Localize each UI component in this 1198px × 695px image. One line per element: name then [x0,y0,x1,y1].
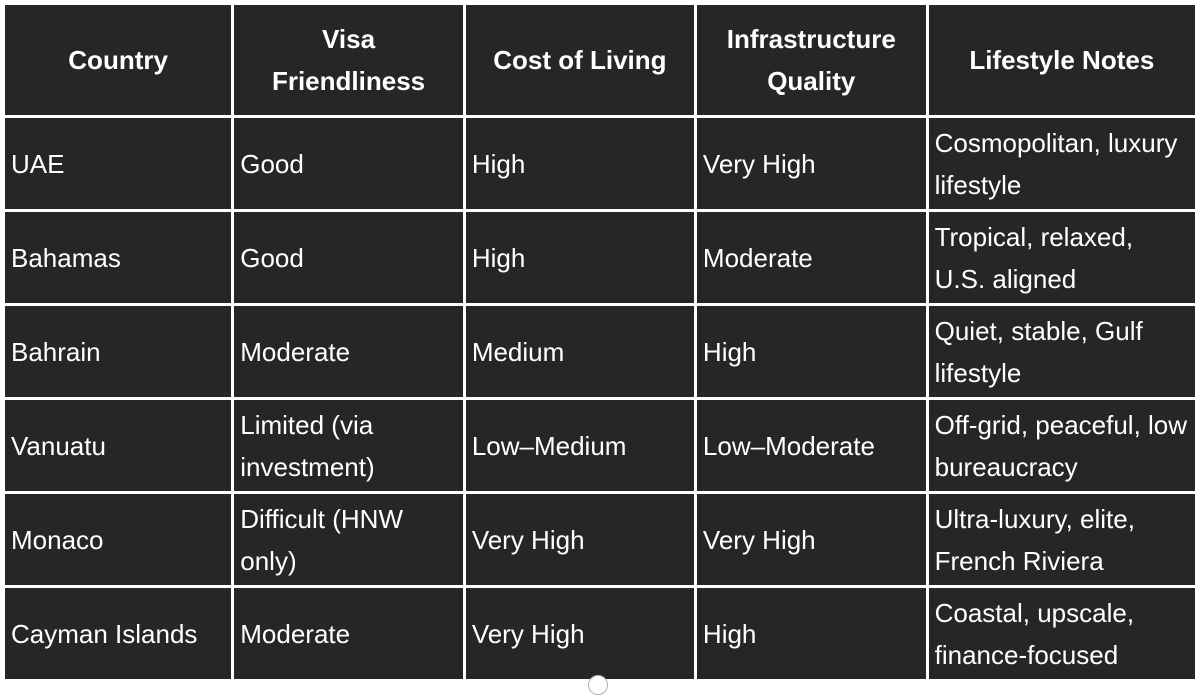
cell-cost-of-living: Low–Medium [465,400,694,491]
cell-visa-friendliness: Limited (via investment) [234,400,463,491]
cell-country: Bahrain [5,306,232,397]
cell-infrastructure-quality: Very High [696,118,926,209]
cell-infrastructure-quality: Moderate [696,212,926,303]
cell-lifestyle-notes: Quiet, stable, Gulf lifestyle [928,306,1195,397]
cell-infrastructure-quality: Low–Moderate [696,400,926,491]
table-row: Vanuatu Limited (via investment) Low–Med… [5,400,1195,491]
cell-infrastructure-quality: High [696,588,926,679]
cell-cost-of-living: High [465,212,694,303]
scroll-indicator[interactable] [588,675,608,695]
cell-visa-friendliness: Moderate [234,588,463,679]
cell-cost-of-living: Very High [465,494,694,585]
cell-visa-friendliness: Moderate [234,306,463,397]
header-infrastructure-quality: Infrastructure Quality [696,5,926,115]
table-row: UAE Good High Very High Cosmopolitan, lu… [5,118,1195,209]
table-row: Monaco Difficult (HNW only) Very High Ve… [5,494,1195,585]
table-row: Bahrain Moderate Medium High Quiet, stab… [5,306,1195,397]
table-row: Cayman Islands Moderate Very High High C… [5,588,1195,679]
cell-country: UAE [5,118,232,209]
cell-cost-of-living: High [465,118,694,209]
table-row: Bahamas Good High Moderate Tropical, rel… [5,212,1195,303]
cell-lifestyle-notes: Ultra-luxury, elite, French Riviera [928,494,1195,585]
cell-country: Cayman Islands [5,588,232,679]
cell-infrastructure-quality: High [696,306,926,397]
cell-visa-friendliness: Difficult (HNW only) [234,494,463,585]
cell-infrastructure-quality: Very High [696,494,926,585]
cell-cost-of-living: Medium [465,306,694,397]
cell-country: Vanuatu [5,400,232,491]
cell-country: Bahamas [5,212,232,303]
cell-country: Monaco [5,494,232,585]
cell-cost-of-living: Very High [465,588,694,679]
cell-lifestyle-notes: Coastal, upscale, finance-focused [928,588,1195,679]
header-cost-of-living: Cost of Living [465,5,694,115]
comparison-table: Country Visa Friendliness Cost of Living… [2,2,1198,682]
header-country: Country [5,5,232,115]
header-row: Country Visa Friendliness Cost of Living… [5,5,1195,115]
cell-lifestyle-notes: Off-grid, peaceful, low bureaucracy [928,400,1195,491]
cell-visa-friendliness: Good [234,212,463,303]
cell-lifestyle-notes: Tropical, relaxed, U.S. aligned [928,212,1195,303]
header-visa-friendliness: Visa Friendliness [234,5,463,115]
cell-visa-friendliness: Good [234,118,463,209]
header-lifestyle-notes: Lifestyle Notes [928,5,1195,115]
cell-lifestyle-notes: Cosmopolitan, luxury lifestyle [928,118,1195,209]
